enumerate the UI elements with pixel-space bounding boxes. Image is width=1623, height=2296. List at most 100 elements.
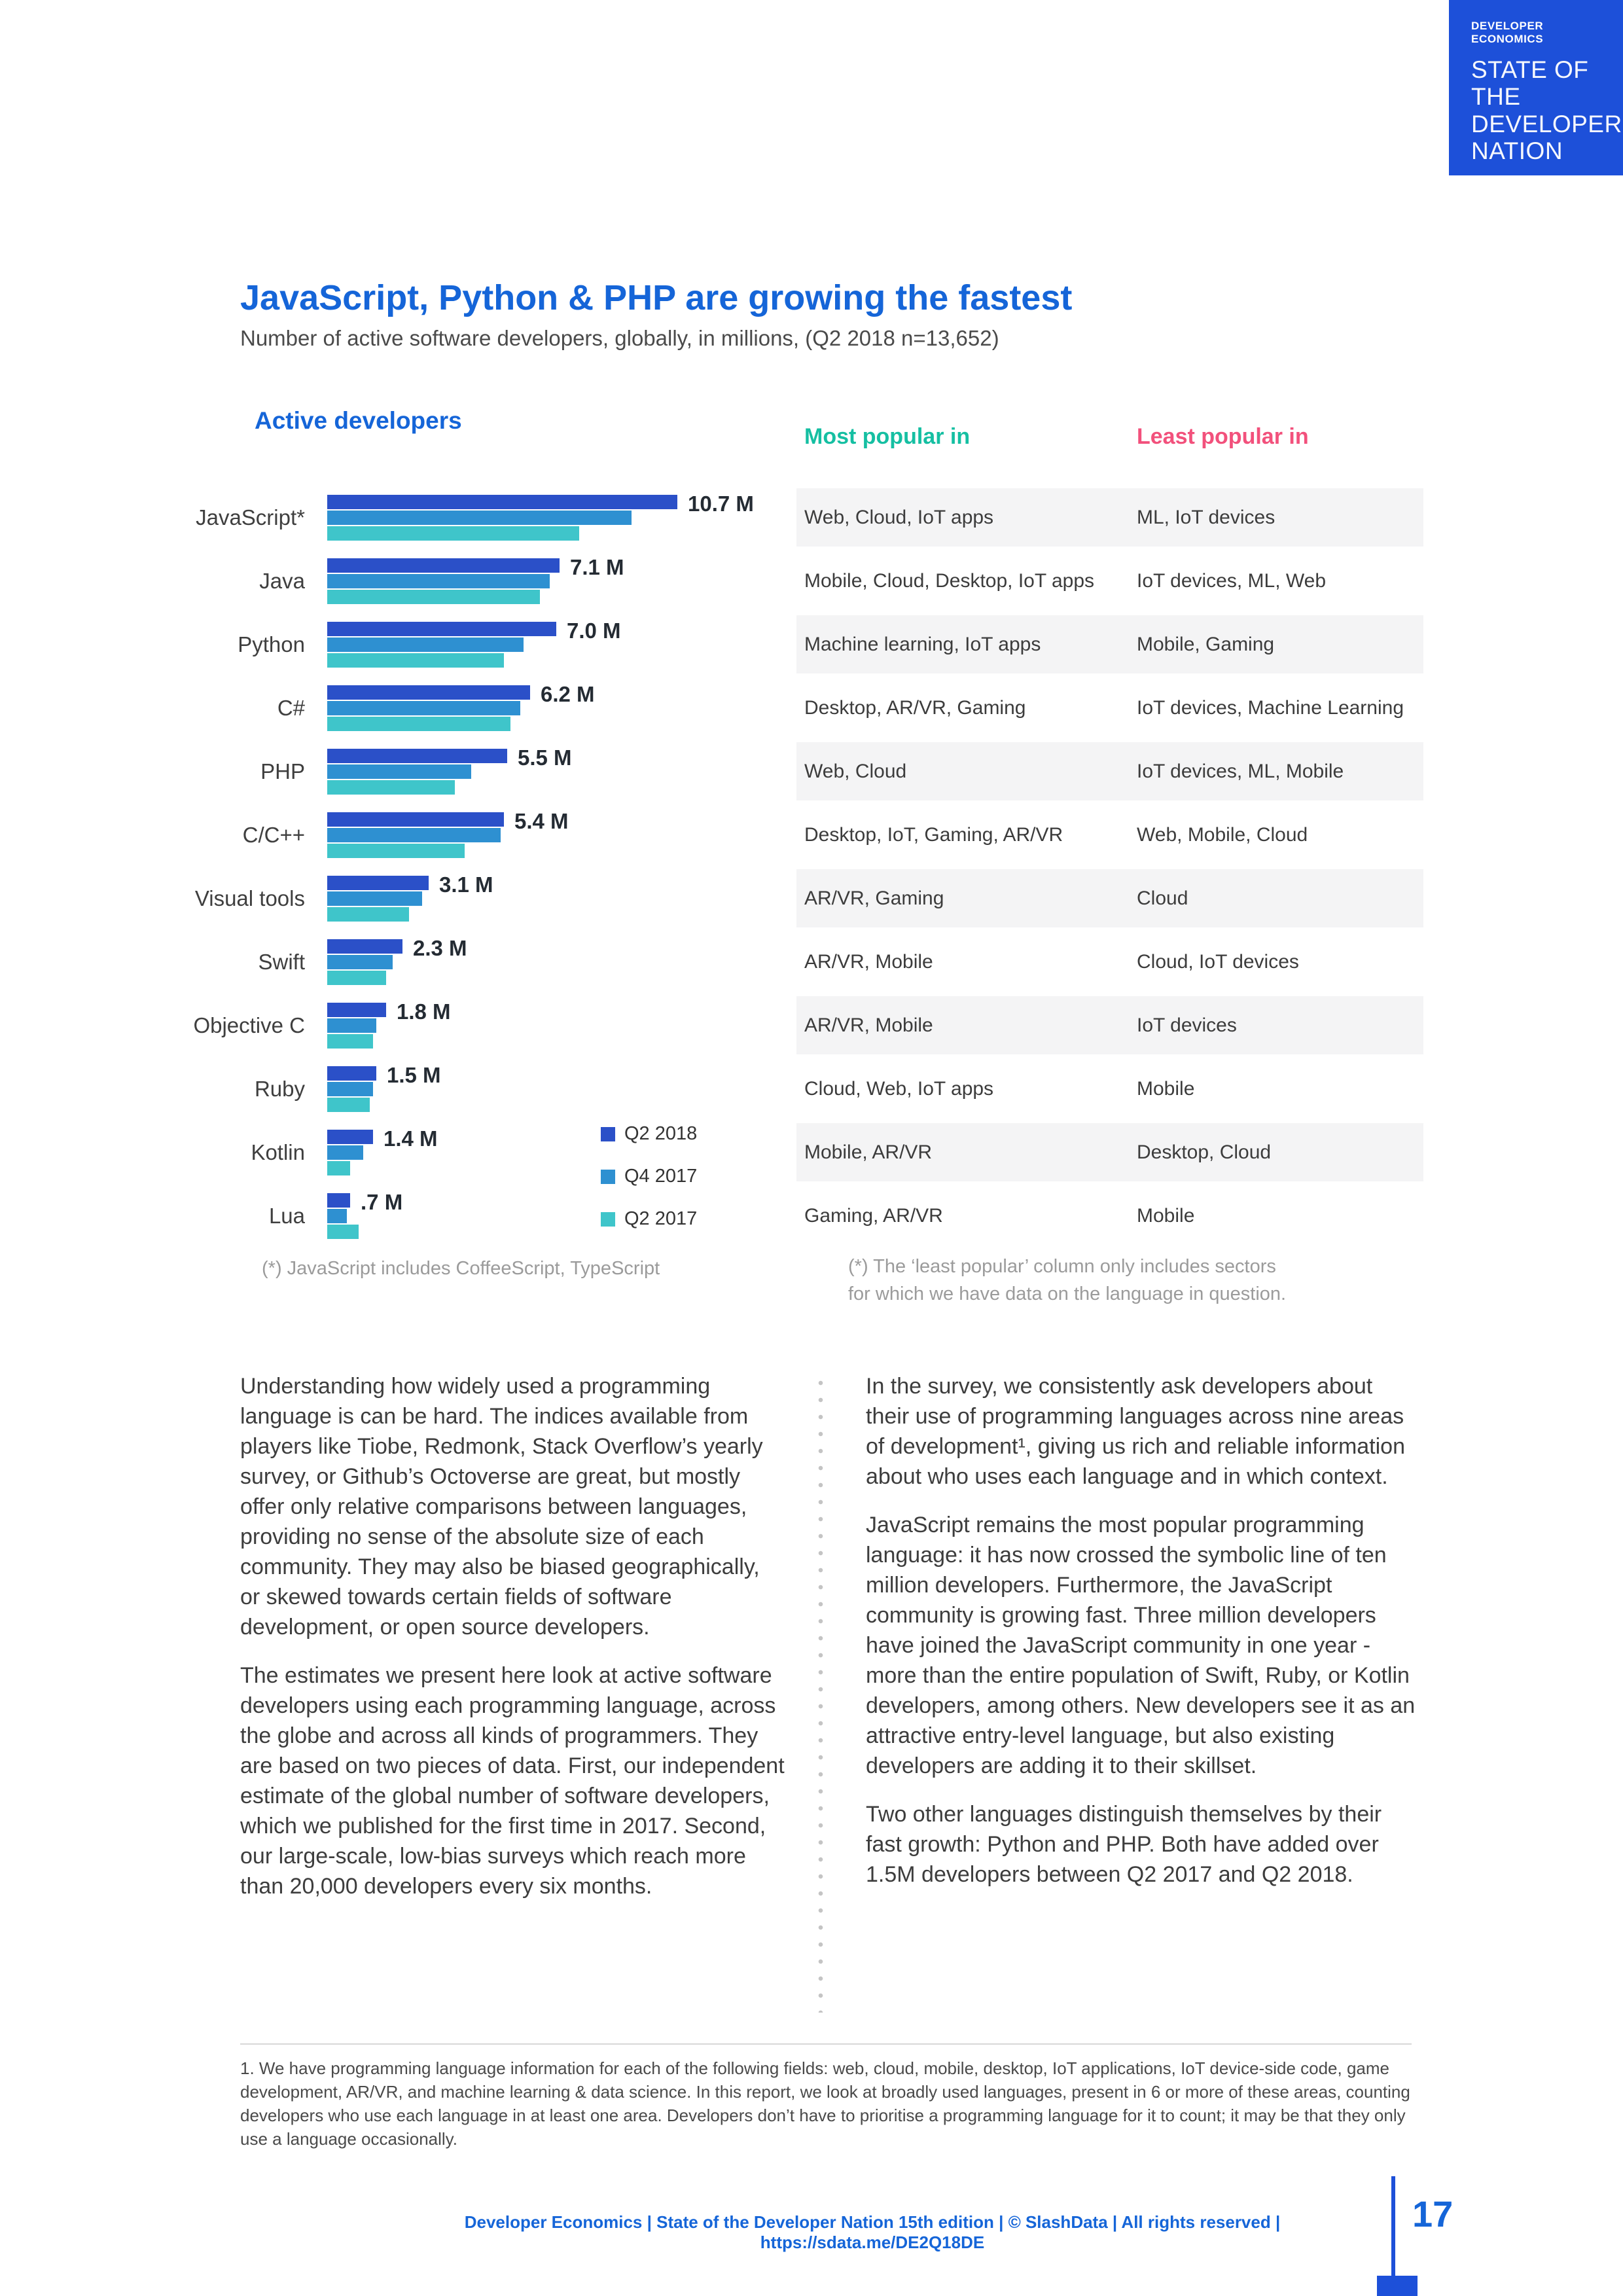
language-label: Lua [268, 1204, 305, 1228]
bar-q2-2017 [327, 590, 540, 604]
dotted-column-divider [818, 1374, 823, 2013]
value-label: 5.5 M [518, 745, 572, 770]
bar-q2-2018 [327, 1193, 350, 1208]
bar-group [327, 622, 556, 669]
chart-row: C/C++ 5.4 M Desktop, IoT, Gaming, AR/VR Web… [0, 803, 1623, 867]
page-number: 17 [1412, 2193, 1454, 2234]
most-popular-cell: Desktop, AR/VR, Gaming [804, 697, 1026, 719]
column-header-least-popular: Least popular in [1137, 424, 1309, 449]
legend-swatch [601, 1126, 615, 1141]
body-paragraph: Two other languages distinguish themselv… [866, 1802, 1382, 1887]
chart-row: PHP 5.5 M Web, Cloud IoT devices, ML, Mobil… [0, 740, 1623, 803]
bar-group [327, 1130, 373, 1177]
badge-line-3: NATION [1471, 137, 1563, 165]
bar-group [327, 876, 429, 923]
badge-edition: 15TH EDITION [1471, 175, 1610, 196]
row-stripe-background [796, 615, 1423, 673]
least-popular-cell: Web, Mobile, Cloud [1137, 824, 1308, 846]
least-popular-cell: Cloud, IoT devices [1137, 951, 1299, 973]
language-label: Ruby [254, 1077, 305, 1101]
language-label: Swift [258, 950, 305, 974]
bar-q2-2017 [327, 1161, 350, 1175]
body-paragraph: JavaScript remains the most popular prog… [866, 1513, 1416, 1778]
value-label: 1.4 M [383, 1126, 438, 1151]
bar-q4-2017 [327, 1082, 373, 1096]
language-label: JavaScript* [196, 505, 305, 529]
chart-row: Ruby 1.5 M Cloud, Web, IoT apps Mobile [0, 1057, 1623, 1121]
bar-q4-2017 [327, 637, 524, 652]
least-popular-cell: Mobile, Gaming [1137, 634, 1275, 655]
bar-q4-2017 [327, 891, 422, 906]
bar-q4-2017 [327, 828, 501, 842]
language-label: Kotlin [251, 1140, 305, 1164]
language-label: Java [259, 569, 305, 593]
bar-q4-2017 [327, 1209, 347, 1223]
body-paragraph: In the survey, we consistently ask devel… [866, 1374, 1406, 1489]
body-column-right: In the survey, we consistently ask devel… [866, 1371, 1421, 1908]
value-label: 1.8 M [397, 999, 451, 1024]
chart-row: C# 6.2 M Desktop, AR/VR, Gaming IoT devices… [0, 676, 1623, 740]
least-popular-cell: Mobile [1137, 1078, 1195, 1100]
least-popular-cell: IoT devices, Machine Learning [1137, 697, 1404, 719]
footer-credits: Developer Economics | State of the Devel… [464, 2212, 1281, 2252]
value-label: 10.7 M [688, 492, 754, 516]
bar-group [327, 558, 560, 605]
most-popular-cell: AR/VR, Mobile [804, 1014, 933, 1036]
bar-q2-2017 [327, 526, 579, 541]
most-popular-cell: AR/VR, Mobile [804, 951, 933, 973]
corner-accent-block [1377, 2276, 1418, 2296]
language-label: C# [277, 696, 305, 720]
bar-chart: JavaScript* 10.7 M Web, Cloud, IoT apps ML,… [0, 486, 1623, 1247]
language-label: PHP [260, 759, 305, 783]
bar-group [327, 749, 507, 796]
bar-q2-2018 [327, 495, 677, 509]
value-label: .7 M [361, 1190, 403, 1214]
body-paragraph: Understanding how widely used a programm… [240, 1374, 763, 1640]
badge-line-2: DEVELOPER [1471, 110, 1622, 137]
bar-q2-2018 [327, 812, 504, 827]
value-label: 5.4 M [514, 809, 569, 833]
badge-line-1: STATE OF THE [1471, 56, 1589, 111]
bar-q2-2017 [327, 717, 510, 731]
value-label: 7.0 M [567, 619, 621, 643]
bar-q2-2017 [327, 907, 409, 922]
bar-q4-2017 [327, 764, 471, 779]
least-popular-cell: Mobile [1137, 1205, 1195, 1227]
chart-row: Lua .7 M Gaming, AR/VR Mobile [0, 1184, 1623, 1247]
row-stripe-background [796, 488, 1423, 547]
chart-row: Java 7.1 M Mobile, Cloud, Desktop, IoT app… [0, 549, 1623, 613]
bar-q4-2017 [327, 1145, 363, 1160]
bar-group [327, 495, 677, 542]
chart-footnote-right: (*) The ‘least popular’ column only incl… [848, 1256, 1287, 1305]
page-title: JavaScript, Python & PHP are growing the… [240, 278, 1073, 317]
footnote-divider [240, 2043, 1412, 2045]
least-popular-cell: IoT devices, ML, Mobile [1137, 761, 1344, 782]
row-stripe-background [796, 1123, 1423, 1181]
most-popular-cell: Web, Cloud, IoT apps [804, 507, 994, 528]
bar-q2-2017 [327, 844, 465, 858]
least-popular-cell: ML, IoT devices [1137, 507, 1275, 528]
bar-q4-2017 [327, 701, 520, 715]
chart-row: Objective C 1.8 M AR/VR, Mobile IoT devices [0, 994, 1623, 1057]
row-stripe-background [796, 742, 1423, 800]
legend-item: Q2 2017 [601, 1208, 697, 1230]
value-label: 7.1 M [570, 555, 624, 579]
bar-q2-2018 [327, 622, 556, 636]
value-label: 6.2 M [541, 682, 595, 706]
chart-row: Swift 2.3 M AR/VR, Mobile Cloud, IoT device… [0, 930, 1623, 994]
bar-q4-2017 [327, 511, 632, 525]
legend-swatch [601, 1169, 615, 1184]
bar-q2-2017 [327, 1098, 370, 1112]
language-label: Visual tools [194, 886, 305, 910]
bar-q4-2017 [327, 574, 550, 588]
page-number-rule [1391, 2176, 1395, 2296]
bar-group [327, 1066, 376, 1113]
legend-label: Q4 2017 [624, 1166, 698, 1187]
bar-q2-2017 [327, 971, 386, 985]
legend-swatch [601, 1211, 615, 1227]
bar-q2-2018 [327, 1130, 373, 1144]
bar-q4-2017 [327, 955, 393, 969]
value-label: 3.1 M [439, 872, 493, 897]
least-popular-cell: IoT devices [1137, 1014, 1237, 1036]
bar-group [327, 1003, 386, 1050]
